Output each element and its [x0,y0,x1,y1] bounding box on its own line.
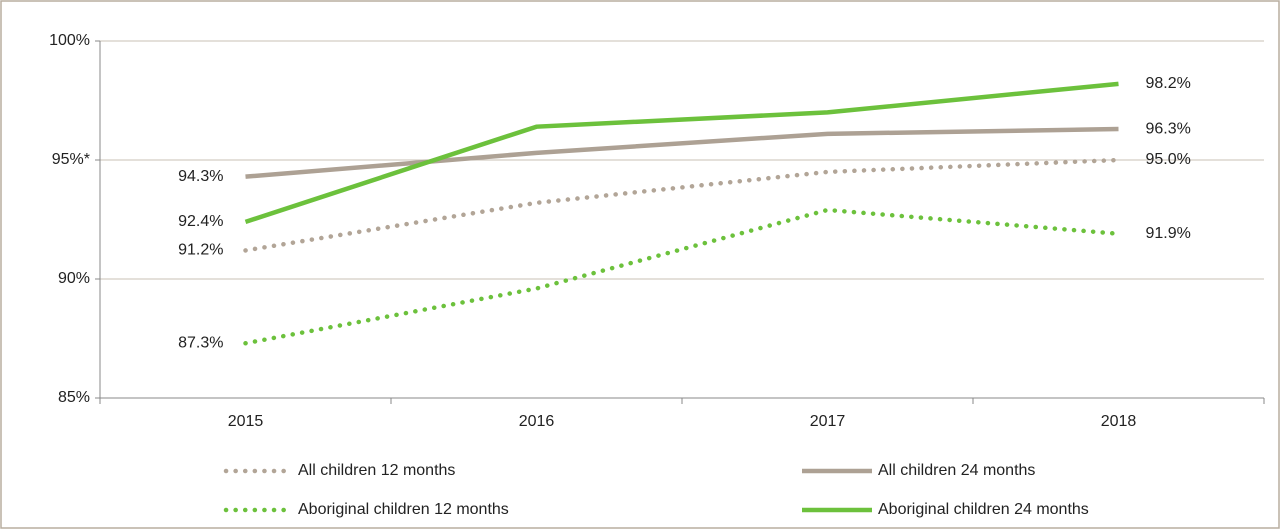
data-label: 91.2% [178,242,223,259]
data-label: 98.2% [1146,75,1191,92]
y-tick-label: 100% [49,32,90,49]
x-tick-label: 2015 [228,413,264,430]
legend-label: All children 24 months [878,462,1035,479]
series-line [245,126,1119,179]
series-line [244,81,1119,225]
legend-label: Aboriginal children 24 months [878,501,1089,518]
y-tick-label: 95%* [52,151,90,168]
x-tick-label: 2017 [810,413,846,430]
y-tick-label: 90% [58,270,90,287]
data-label: 96.3% [1146,120,1191,137]
y-tick-label: 85% [58,389,90,406]
data-label: 87.3% [178,334,223,351]
x-tick-label: 2016 [519,413,555,430]
series-line [243,157,1121,253]
data-label: 95.0% [1146,151,1191,168]
data-label: 91.9% [1146,225,1191,242]
data-label: 94.3% [178,168,223,185]
x-tick-label: 2018 [1101,413,1137,430]
data-label: 92.4% [178,213,223,230]
legend-label: Aboriginal children 12 months [298,501,509,518]
legend-label: All children 12 months [298,462,455,479]
